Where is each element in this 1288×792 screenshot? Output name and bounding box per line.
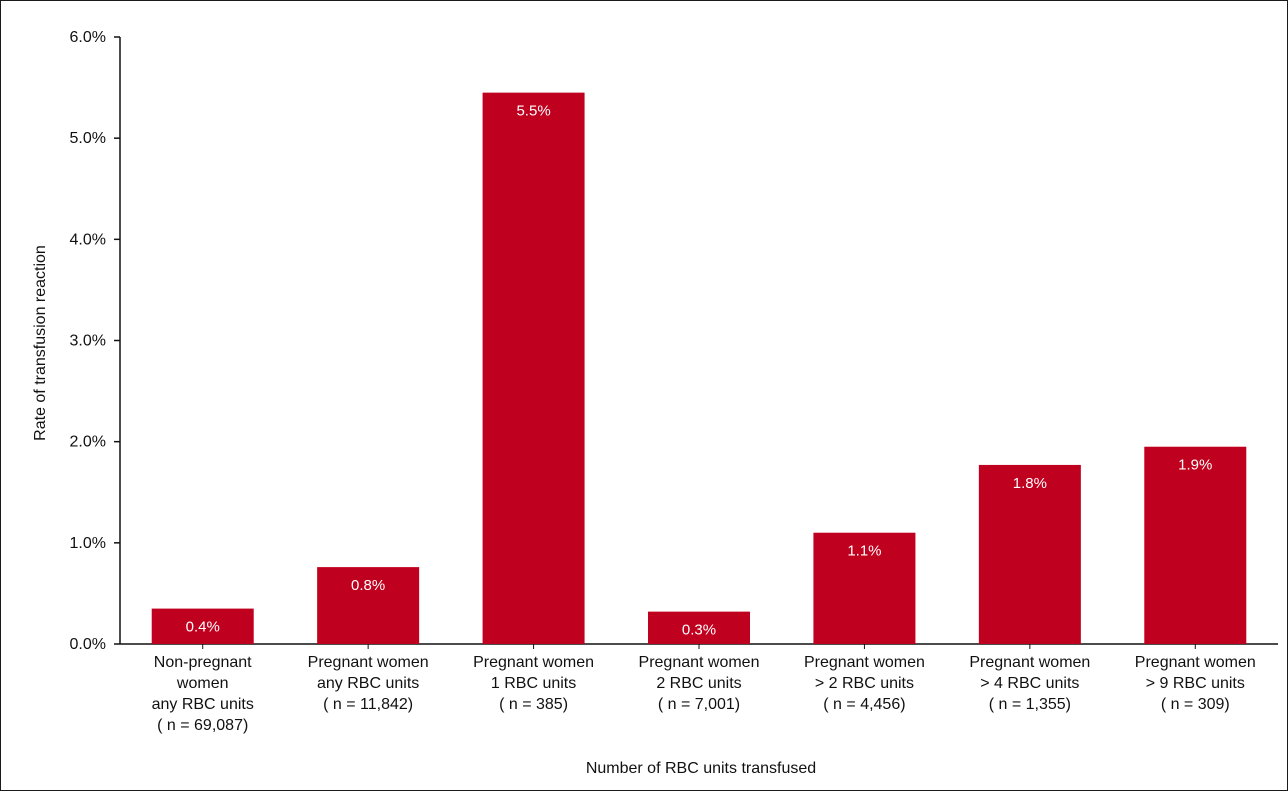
bar-data-label: 1.8% <box>1013 475 1047 492</box>
category-label: Pregnant women > 9 RBC units ( n = 309) <box>1135 654 1256 713</box>
category-label-line: 2 RBC units <box>656 675 741 692</box>
category-label-line: ( n = 385) <box>499 696 568 713</box>
category-label-line: ( n = 11,842) <box>323 696 413 713</box>
bar-data-label: 0.8% <box>351 577 385 594</box>
x-axis-title: Number of RBC units transfused <box>586 760 816 777</box>
category-label-line: Pregnant women <box>804 654 925 671</box>
category-label: Non-pregnant women any RBC units ( n = 69,0… <box>152 654 254 734</box>
category-label: Pregnant women 2 RBC units ( n = 7,001) <box>639 654 760 713</box>
y-tick-label: 3.0% <box>70 333 106 350</box>
category-label-line: Pregnant women <box>1135 654 1256 671</box>
y-tick-label: 2.0% <box>70 434 106 451</box>
category-label-line: Pregnant women <box>969 654 1090 671</box>
category-label-line: ( n = 309) <box>1161 696 1230 713</box>
bar <box>648 611 750 644</box>
category-label-line: ( n = 7,001) <box>658 696 740 713</box>
category-label-line: 1 RBC units <box>491 675 576 692</box>
category-label: Pregnant women > 2 RBC units ( n = 4,456) <box>804 654 925 713</box>
bar <box>1144 446 1247 644</box>
y-tick-label: 6.0% <box>70 29 106 46</box>
category-label-line: any RBC units <box>317 675 419 692</box>
bar <box>482 92 585 645</box>
category-label-line: ( n = 69,087) <box>157 717 248 734</box>
bar-data-label: 0.3% <box>682 622 716 639</box>
category-label-line: > 9 RBC units <box>1146 675 1245 692</box>
y-tick-label: 1.0% <box>70 535 106 552</box>
category-label-line: > 4 RBC units <box>980 675 1079 692</box>
bar <box>151 608 254 644</box>
bars <box>151 92 1247 645</box>
category-label: Pregnant women 1 RBC units ( n = 385) <box>473 654 594 713</box>
category-label-line: ( n = 1,355) <box>989 696 1071 713</box>
category-label: Pregnant women > 4 RBC units ( n = 1,355) <box>969 654 1090 713</box>
axes: 0.0% 1.0% 2.0% 3.0% 4.0% 5.0% 6.0% <box>70 29 1278 653</box>
category-label-line: Pregnant women <box>308 654 429 671</box>
bar <box>978 464 1081 644</box>
category-label-line: Pregnant women <box>639 654 760 671</box>
category-label: Pregnant women any RBC units ( n = 11,842) <box>308 654 429 713</box>
bar <box>813 532 916 644</box>
category-label-line: Pregnant women <box>473 654 594 671</box>
y-axis-title: Rate of transfusion reaction <box>32 245 49 441</box>
bar-data-label: 1.1% <box>847 543 881 560</box>
bar-data-label: 5.5% <box>516 103 550 120</box>
category-label-line: ( n = 4,456) <box>823 696 905 713</box>
category-labels: Non-pregnant women any RBC units ( n = 69,0… <box>152 654 1256 734</box>
y-tick-label: 5.0% <box>70 130 106 147</box>
category-label-line: Non-pregnant <box>154 654 252 671</box>
y-tick-label: 4.0% <box>70 231 106 248</box>
bar <box>317 567 420 644</box>
category-label-line: women <box>176 675 229 692</box>
data-labels: 0.4% 0.8% 5.5% 0.3% 1.1% 1.8% 1.9% <box>186 103 1213 639</box>
bar-data-label: 0.4% <box>186 619 220 636</box>
category-label-line: > 2 RBC units <box>815 675 914 692</box>
bar-data-label: 1.9% <box>1178 457 1212 474</box>
y-tick-label: 0.0% <box>70 636 106 653</box>
category-label-line: any RBC units <box>152 696 254 713</box>
